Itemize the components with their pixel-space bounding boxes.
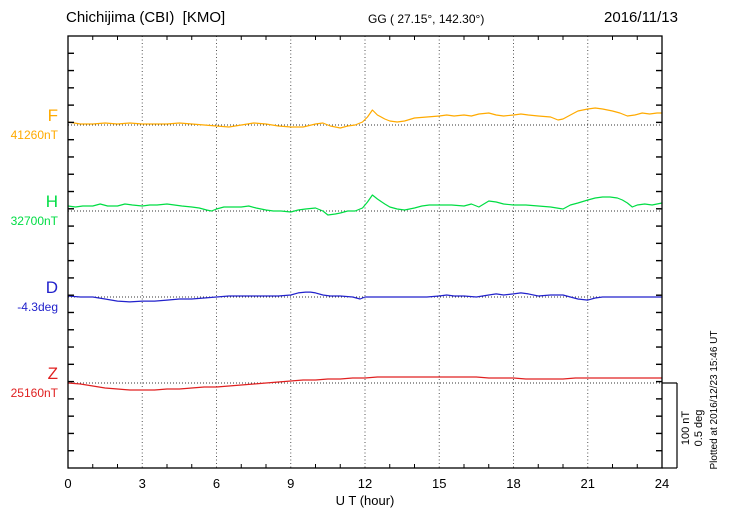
trace-Z <box>67 376 663 391</box>
x-tick-label-12: 12 <box>357 476 373 491</box>
frame-rect <box>67 35 663 469</box>
x-tick-label-9: 9 <box>287 476 295 491</box>
x-tick-label-21: 21 <box>580 476 595 491</box>
plotted-at-note: Plotted at 2016/12/23 15:46 UT <box>709 331 720 470</box>
channel-label-D: D <box>45 278 58 297</box>
trace-lines <box>67 107 663 391</box>
x-axis-title: U T (hour) <box>335 493 395 508</box>
trace-H <box>67 194 663 216</box>
plot-date: 2016/11/13 <box>604 9 678 26</box>
station-title: Chichijima (CBI) [KMO] <box>66 9 226 26</box>
plot-frame <box>67 35 678 469</box>
x-tick-label-18: 18 <box>506 476 521 491</box>
grid-lines <box>68 36 662 468</box>
channel-label-Z: Z <box>47 364 58 383</box>
scale-bar-label-deg: 0.5 deg <box>693 410 705 447</box>
channel-base-value-Z: 25160nT <box>10 386 58 400</box>
channel-base-value-D: -4.3deg <box>17 300 58 314</box>
x-tick-label-0: 0 <box>64 476 72 491</box>
channel-base-value-F: 41260nT <box>10 128 58 142</box>
x-tick-label-3: 3 <box>138 476 146 491</box>
scale-bar-label-nt: 100 nT <box>680 411 692 446</box>
channel-base-value-H: 32700nT <box>10 214 58 228</box>
x-tick-label-24: 24 <box>654 476 670 491</box>
station-coordinates: GG ( 27.15°, 142.30°) <box>368 12 485 26</box>
x-tick-label-6: 6 <box>212 476 221 491</box>
channel-label-H: H <box>45 192 58 211</box>
trace-F <box>67 107 663 129</box>
channel-label-F: F <box>47 106 58 125</box>
x-tick-label-15: 15 <box>432 476 447 491</box>
trace-D <box>67 291 663 303</box>
